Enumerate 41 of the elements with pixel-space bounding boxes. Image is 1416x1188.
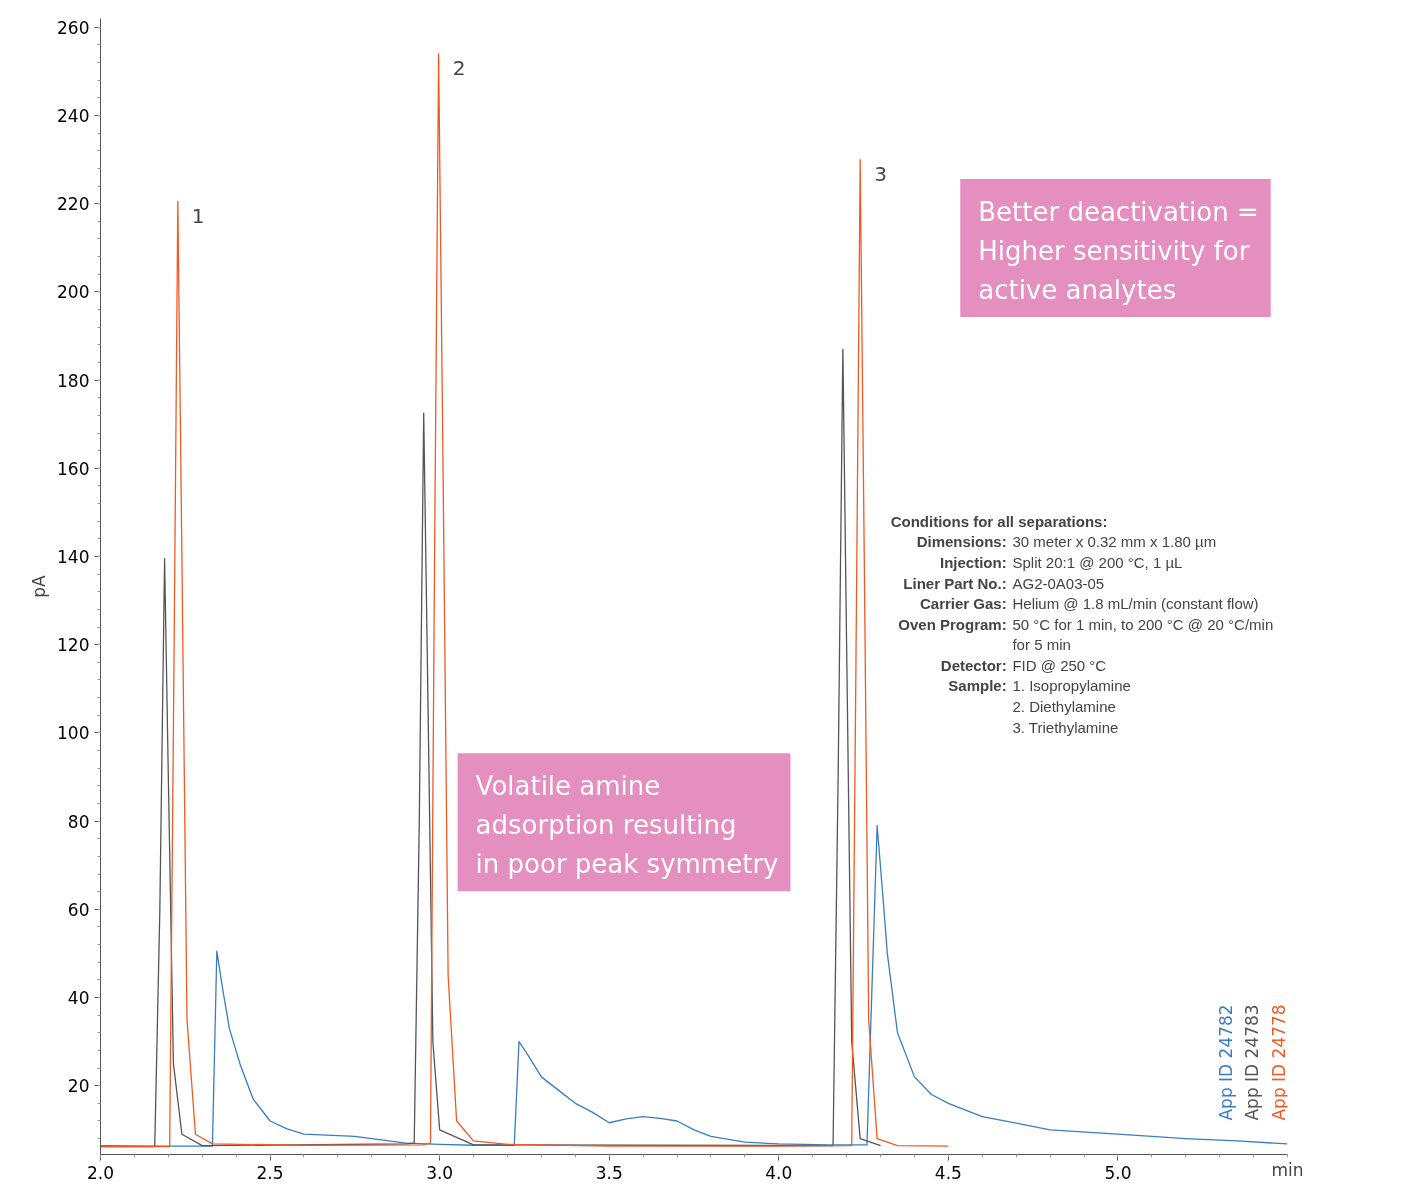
x-tick-label: 4.5 [934, 1162, 962, 1183]
y-tick-label: 40 [67, 988, 90, 1009]
x-tick-label: 2.0 [86, 1162, 115, 1183]
x-axis-title: min [1271, 1159, 1304, 1180]
x-tick-label: 3.5 [595, 1162, 623, 1183]
y-tick-label: 260 [57, 17, 90, 38]
annotation: Carrier Gas: Helium @ 1.8 mL/min (constant flow) [919, 595, 1259, 613]
y-tick-label: 100 [57, 723, 90, 744]
text: App ID 24783 [1242, 1004, 1263, 1121]
x-tick-label: 3.0 [426, 1162, 454, 1183]
annotation: 2. Diethylamine [1012, 698, 1116, 716]
y-tick-label: 240 [57, 106, 90, 127]
x-tick-label: 2.5 [256, 1162, 284, 1183]
y-tick-label: 220 [57, 194, 90, 215]
annotation: Conditions for all separations: [890, 512, 1108, 530]
y-axis-title: pA [29, 574, 50, 598]
annotation: Detector: FID @ 250 °C [940, 656, 1107, 674]
annotation: Sample: 1. Isopropylamine [948, 677, 1131, 695]
annotation: Oven Program: 50 °C for 1 min, to 200 °C @ 20 °C/min [898, 615, 1274, 633]
annotation: for 5 min [1012, 636, 1071, 654]
text: App ID 24778 [1268, 1004, 1289, 1121]
x-tick-label: 4.0 [765, 1162, 793, 1183]
y-tick-label: 60 [67, 899, 90, 920]
y-tick-label: 180 [57, 370, 90, 391]
annotation: 1 [191, 203, 205, 228]
annotation: Dimensions: 30 meter x 0.32 mm x 1.80 µm [916, 533, 1217, 551]
x-tick-label: 5.0 [1104, 1162, 1132, 1183]
y-tick-label: 160 [57, 458, 90, 479]
annotation: Liner Part No.: AG2-0A03-05 [903, 574, 1105, 592]
annotation: 3. Triethylamine [1012, 718, 1119, 736]
annotation: Volatile amine adsorption resulting in poor peak symmetry [475, 771, 779, 880]
annotation: Injection: Split 20:1 @ 200 °C, 1 µL [940, 553, 1183, 571]
annotation: Better deactivation = Higher sensitivity for active analytes [978, 197, 1259, 306]
y-tick-label: 140 [57, 547, 90, 568]
annotation: 2 [452, 55, 466, 80]
annotation: 3 [874, 161, 887, 186]
y-tick-label: 20 [67, 1076, 90, 1097]
y-tick-label: 120 [57, 635, 90, 656]
y-tick-label: 80 [67, 811, 90, 832]
y-tick-label: 200 [57, 282, 90, 303]
text: App ID 24782 [1215, 1004, 1236, 1121]
